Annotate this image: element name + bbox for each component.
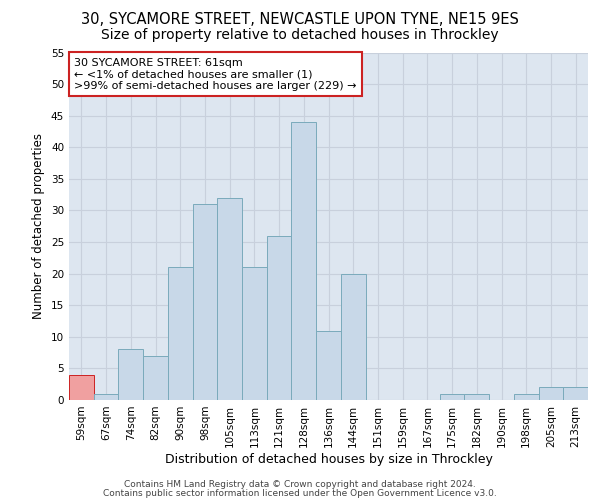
Bar	[242, 268, 267, 400]
Text: Size of property relative to detached houses in Throckley: Size of property relative to detached ho…	[101, 28, 499, 42]
Text: 30 SYCAMORE STREET: 61sqm
← <1% of detached houses are smaller (1)
>99% of semi-: 30 SYCAMORE STREET: 61sqm ← <1% of detac…	[74, 58, 356, 91]
Text: Contains public sector information licensed under the Open Government Licence v3: Contains public sector information licen…	[103, 488, 497, 498]
Text: Contains HM Land Registry data © Crown copyright and database right 2024.: Contains HM Land Registry data © Crown c…	[124, 480, 476, 489]
Bar	[118, 350, 143, 400]
Bar	[193, 204, 217, 400]
Bar	[94, 394, 118, 400]
Bar	[440, 394, 464, 400]
Y-axis label: Number of detached properties: Number of detached properties	[32, 133, 46, 320]
Bar	[316, 330, 341, 400]
Bar	[563, 388, 588, 400]
Text: 30, SYCAMORE STREET, NEWCASTLE UPON TYNE, NE15 9ES: 30, SYCAMORE STREET, NEWCASTLE UPON TYNE…	[81, 12, 519, 28]
Bar	[168, 268, 193, 400]
X-axis label: Distribution of detached houses by size in Throckley: Distribution of detached houses by size …	[164, 452, 493, 466]
Bar	[217, 198, 242, 400]
Bar	[292, 122, 316, 400]
Bar	[514, 394, 539, 400]
Bar	[267, 236, 292, 400]
Bar	[539, 388, 563, 400]
Bar	[69, 374, 94, 400]
Bar	[143, 356, 168, 400]
Bar	[464, 394, 489, 400]
Bar	[341, 274, 365, 400]
